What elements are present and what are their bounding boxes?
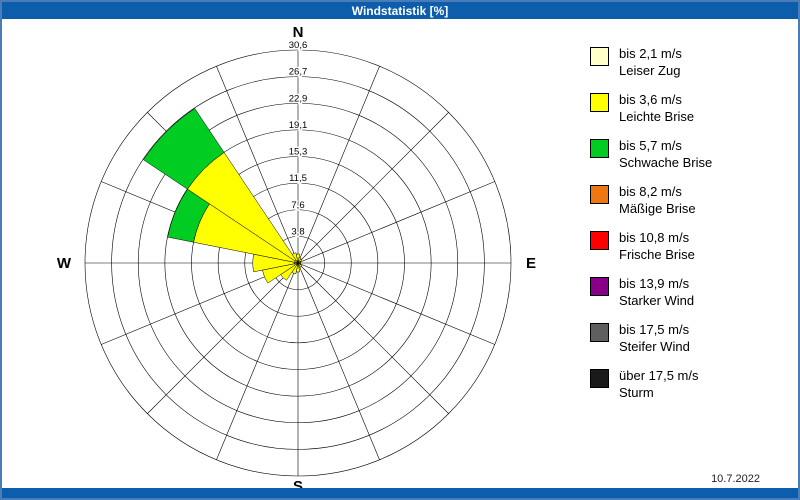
legend-description-label: Schwache Brise — [619, 154, 713, 170]
legend-speed-label: bis 5,7 m/s — [619, 138, 682, 153]
compass-label-s: S — [293, 478, 303, 495]
legend-item: bis 17,5 m/s Steifer Wind — [590, 322, 712, 358]
legend-description-label: Leiser Zug — [619, 62, 681, 78]
legend-text: bis 17,5 m/s Steifer Wind — [619, 322, 690, 356]
legend-item: bis 2,1 m/s Leiser Zug — [590, 46, 712, 82]
legend-item: bis 8,2 m/s Mäßige Brise — [590, 184, 712, 220]
legend-description-label: Leichte Brise — [619, 108, 695, 124]
legend-text: über 17,5 m/s Sturm — [619, 368, 699, 402]
legend-description-label: Frische Brise — [619, 246, 695, 262]
legend-speed-label: über 17,5 m/s — [619, 368, 699, 383]
radial-tick-label: 15,3 — [289, 147, 308, 158]
grid-spoke — [216, 66, 299, 264]
legend-description-label: Sturm — [619, 384, 654, 400]
radial-tick-label: 7,6 — [291, 200, 304, 211]
legend: bis 2,1 m/s Leiser Zug bis 3,6 m/s Leichte … — [590, 46, 712, 404]
legend-speed-label: bis 8,2 m/s — [619, 184, 682, 199]
compass-label-e: E — [526, 255, 536, 272]
legend-item: über 17,5 m/s Sturm — [590, 368, 712, 404]
legend-description-label: Mäßige Brise — [619, 200, 696, 216]
grid-spoke — [297, 262, 495, 345]
grid-spoke — [297, 181, 495, 264]
radial-tick-label: 11,5 — [289, 173, 307, 184]
title-bar: Windstatistik [%] — [2, 2, 798, 19]
legend-description-label: Starker Wind — [619, 292, 695, 308]
radial-tick-label: 19,1 — [289, 120, 308, 131]
legend-text: bis 3,6 m/s Leichte Brise — [619, 92, 694, 126]
legend-text: bis 5,7 m/s Schwache Brise — [619, 138, 712, 172]
grid-spoke — [147, 262, 299, 414]
grid-spoke — [297, 112, 449, 264]
date-label: 10.7.2022 — [711, 473, 760, 485]
bottom-bar — [2, 488, 798, 498]
legend-text: bis 2,1 m/s Leiser Zug — [619, 46, 682, 80]
compass-label-n: N — [293, 24, 304, 41]
legend-item: bis 3,6 m/s Leichte Brise — [590, 92, 712, 128]
legend-speed-label: bis 10,8 m/s — [619, 230, 690, 245]
radial-tick-label: 3,8 — [291, 226, 304, 237]
radial-tick-label: 26,7 — [289, 67, 308, 78]
legend-text: bis 8,2 m/s Mäßige Brise — [619, 184, 696, 218]
legend-speed-label: bis 17,5 m/s — [619, 322, 690, 337]
wind-rose-petal-NNW — [291, 252, 298, 262]
legend-swatch — [590, 231, 609, 250]
legend-speed-label: bis 3,6 m/s — [619, 92, 682, 107]
radial-tick-label: 22,9 — [289, 93, 308, 104]
legend-swatch — [590, 93, 609, 112]
window-title: Windstatistik [%] — [351, 3, 449, 18]
legend-swatch — [590, 277, 609, 296]
legend-description-label: Steifer Wind — [619, 338, 690, 354]
grid-spoke — [297, 66, 380, 264]
grid-spoke — [297, 262, 380, 460]
legend-swatch — [590, 47, 609, 66]
wind-rose-petal-NW — [143, 108, 225, 190]
wind-rose-petal-SE — [298, 263, 303, 268]
compass-label-w: W — [57, 255, 72, 272]
legend-swatch — [590, 185, 609, 204]
wind-rose-petal-N — [295, 253, 301, 262]
grid-spoke — [216, 262, 299, 460]
legend-text: bis 10,8 m/s Frische Brise — [619, 230, 695, 264]
legend-swatch — [590, 369, 609, 388]
legend-swatch — [590, 139, 609, 158]
legend-item: bis 13,9 m/s Starker Wind — [590, 276, 712, 312]
wind-rose-petal-NNE — [297, 257, 302, 263]
wind-rose-chart: 3,8 7,6 11,5 15,3 19,1 22,9 26,7 30,6N E S W — [57, 24, 536, 495]
legend-item: bis 5,7 m/s Schwache Brise — [590, 138, 712, 174]
legend-text: bis 13,9 m/s Starker Wind — [619, 276, 694, 310]
legend-speed-label: bis 2,1 m/s — [619, 46, 682, 61]
wind-rose-petal-NE — [298, 258, 303, 263]
grid-spoke — [297, 262, 449, 414]
legend-speed-label: bis 13,9 m/s — [619, 276, 690, 291]
legend-swatch — [590, 323, 609, 342]
legend-item: bis 10,8 m/s Frische Brise — [590, 230, 712, 266]
radial-tick-label: 30,6 — [289, 40, 308, 51]
